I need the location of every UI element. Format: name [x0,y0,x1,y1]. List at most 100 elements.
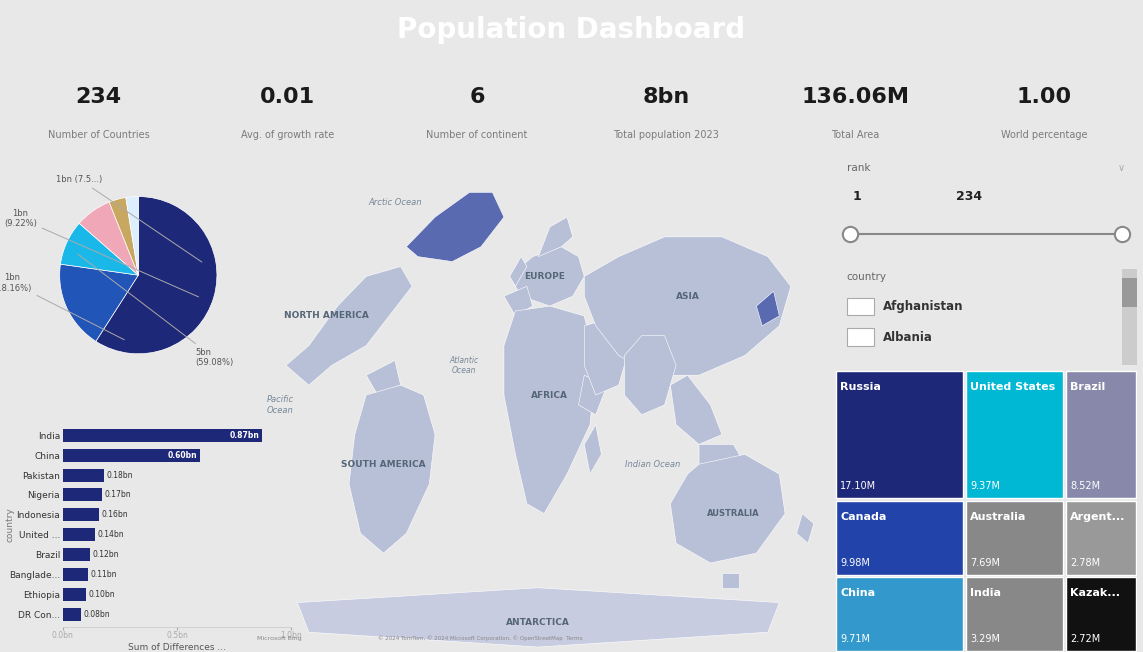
Text: 0.12bn: 0.12bn [93,550,119,559]
Text: 8.52M: 8.52M [1070,481,1101,491]
Text: 1bn
(9.22%): 1bn (9.22%) [3,209,199,297]
Polygon shape [700,445,745,474]
FancyBboxPatch shape [1122,278,1137,307]
Polygon shape [504,306,596,514]
FancyBboxPatch shape [1065,577,1136,651]
Text: rank: rank [847,162,870,173]
Text: 0.10bn: 0.10bn [88,590,114,599]
Text: Kazak...: Kazak... [1070,588,1120,598]
Text: 6: 6 [469,87,485,107]
Text: 136.06M: 136.06M [801,87,909,107]
Text: Afghanistan: Afghanistan [882,300,964,313]
Text: 0.11bn: 0.11bn [90,570,117,579]
Bar [63,488,102,501]
FancyBboxPatch shape [836,371,964,498]
Polygon shape [286,267,413,385]
Polygon shape [757,291,780,326]
FancyBboxPatch shape [847,329,873,346]
Text: 8bn: 8bn [642,87,689,107]
Text: 7.69M: 7.69M [970,557,1000,567]
Text: Russia: Russia [840,382,881,392]
Text: 1bn (7.5...): 1bn (7.5...) [56,175,202,262]
Text: 9.71M: 9.71M [840,634,870,644]
Text: 17.10M: 17.10M [840,481,877,491]
FancyBboxPatch shape [966,371,1063,498]
Text: Indian Ocean: Indian Ocean [625,460,681,469]
Text: 234: 234 [956,190,982,203]
Text: Canada: Canada [840,512,887,522]
Text: NORTH AMERICA: NORTH AMERICA [283,312,368,320]
Polygon shape [624,336,676,415]
Text: 9.37M: 9.37M [970,481,1000,491]
Polygon shape [407,192,504,261]
X-axis label: Sum of Differences ...: Sum of Differences ... [128,642,226,651]
Text: China: China [840,588,876,598]
Text: Total Area: Total Area [831,130,879,140]
Polygon shape [538,217,573,257]
FancyBboxPatch shape [1065,501,1136,574]
Polygon shape [584,316,630,395]
Bar [63,528,95,541]
Text: 0.14bn: 0.14bn [97,530,123,539]
Text: Australia: Australia [970,512,1026,522]
Polygon shape [297,587,780,647]
Text: 1.00: 1.00 [1017,87,1072,107]
Text: 0.18bn: 0.18bn [106,471,133,479]
Polygon shape [510,246,584,306]
Polygon shape [504,286,533,316]
Text: Argent...: Argent... [1070,512,1126,522]
Text: 2.78M: 2.78M [1070,557,1101,567]
Text: Albania: Albania [882,331,933,344]
Polygon shape [670,376,722,445]
Text: country: country [847,272,887,282]
Text: Arctic Ocean: Arctic Ocean [368,198,422,207]
Bar [63,509,99,522]
Text: AFRICA: AFRICA [531,391,568,400]
Text: Population Dashboard: Population Dashboard [398,16,745,44]
Text: © 2024 TomTom, © 2024 Microsoft Corporation, © OpenStreetMap  Terms: © 2024 TomTom, © 2024 Microsoft Corporat… [377,635,582,641]
Text: India: India [970,588,1001,598]
Text: country: country [6,507,15,542]
Bar [63,469,104,482]
FancyBboxPatch shape [847,297,873,315]
Text: 5bn
(59.08%): 5bn (59.08%) [78,254,233,368]
Text: 234: 234 [75,87,121,107]
Bar [63,608,81,621]
Text: 2.72M: 2.72M [1070,634,1101,644]
Wedge shape [61,223,138,275]
Polygon shape [349,385,435,553]
Text: 3.29M: 3.29M [970,634,1000,644]
Bar [63,428,262,441]
Wedge shape [59,264,138,342]
Text: 0.08bn: 0.08bn [83,610,110,619]
FancyBboxPatch shape [966,501,1063,574]
Text: SOUTH AMERICA: SOUTH AMERICA [341,460,425,469]
Wedge shape [96,196,217,354]
Polygon shape [584,424,601,474]
Bar [63,588,86,601]
FancyBboxPatch shape [966,577,1063,651]
Wedge shape [79,202,138,275]
Text: 0.17bn: 0.17bn [104,490,130,499]
Text: ∨: ∨ [1118,162,1125,173]
Polygon shape [722,573,740,587]
Text: World percentage: World percentage [1001,130,1088,140]
Text: Brazil: Brazil [1070,382,1105,392]
Wedge shape [110,198,138,275]
Text: United States: United States [970,382,1056,392]
Wedge shape [126,196,138,275]
Text: Number of continent: Number of continent [426,130,528,140]
Text: 1bn
(18.16%): 1bn (18.16%) [0,273,125,340]
Text: Pacific
Ocean: Pacific Ocean [266,395,294,415]
Text: 0.60bn: 0.60bn [168,451,198,460]
Polygon shape [578,376,607,415]
Text: Total population 2023: Total population 2023 [613,130,719,140]
Polygon shape [670,454,785,563]
Bar [63,548,90,561]
Text: Microsoft Bing: Microsoft Bing [257,636,302,641]
FancyBboxPatch shape [836,501,964,574]
Text: ANTARCTICA: ANTARCTICA [506,618,570,627]
Text: AUSTRALIA: AUSTRALIA [708,509,760,518]
Text: 9.98M: 9.98M [840,557,870,567]
Text: 1: 1 [853,190,862,203]
